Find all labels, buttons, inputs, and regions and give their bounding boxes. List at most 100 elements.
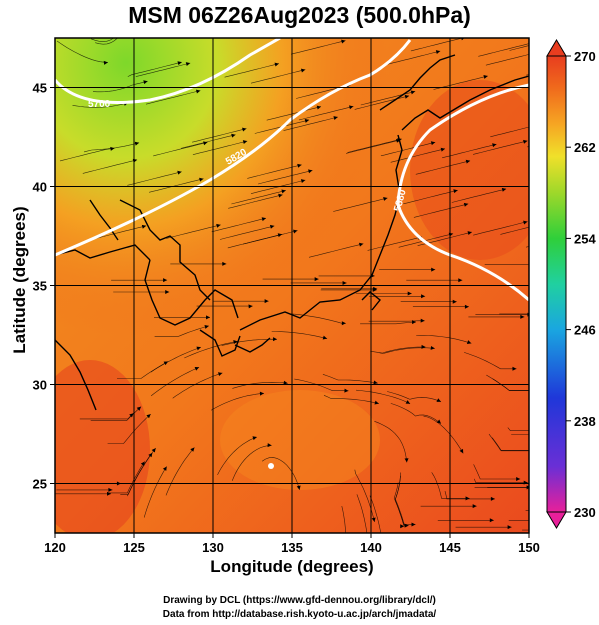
streamline [149,178,204,193]
streamline [370,346,426,354]
streamline [473,221,528,236]
streamline [192,128,247,143]
streamline-arrowhead [341,39,346,44]
streamline [395,475,409,526]
y-tick-label: 35 [33,279,47,294]
streamline [398,233,454,248]
x-tick-label: 135 [281,540,303,555]
low-center-marker [268,463,274,469]
streamline-arrowhead [534,389,538,393]
wind-streamlines [55,38,578,533]
streamline [283,116,338,131]
streamline-arrowhead [430,345,435,350]
streamline [127,171,182,186]
streamline [184,341,238,359]
streamline [442,143,497,159]
streamline-arrowhead [411,522,416,527]
streamline-arrowhead [264,299,269,304]
colorbar-scale [546,55,567,513]
streamline [219,225,275,240]
streamline-arrowhead [435,50,441,55]
streamline-arrowhead [195,89,201,94]
streamline [403,190,458,205]
colorbar-min-triangle [546,511,567,529]
streamline-arrowhead [436,419,441,424]
streamline [95,38,118,45]
streamline-arrowhead [278,193,283,198]
streamline-arrowhead [199,177,204,182]
streamline-arrowhead [467,231,472,236]
streamline [250,69,306,84]
streamline-arrowhead [177,61,182,66]
streamline-arrowhead [129,413,134,418]
colorbar-tick-label: 262 [574,140,596,155]
streamline-arrowhead [248,304,253,309]
streamline [473,140,528,155]
streamline-arrowhead [421,344,426,349]
streamline [354,469,375,522]
colorbar-tick-label: 230 [574,505,596,520]
y-tick-label: 30 [33,378,47,393]
credit-drawing: Drawing by DCL (https://www.gfd-dennou.o… [163,595,436,606]
streamline [379,347,435,354]
streamline [92,80,148,93]
streamline-arrowhead [277,233,283,238]
streamline-arrowhead [410,90,416,95]
streamline-arrowhead [489,518,494,523]
streamline-arrowhead [300,179,306,183]
streamline-arrowhead [536,51,540,55]
streamline [474,478,528,483]
streamline-arrowhead [103,60,108,65]
streamline-arrowhead [464,304,469,309]
streamline-arrowhead [574,528,578,532]
x-tick-label: 150 [518,540,540,555]
streamline-arrowhead [304,118,310,123]
streamline [507,427,529,431]
contour-lines [55,38,529,302]
streamline [154,325,209,337]
streamline [90,38,115,42]
streamline [291,40,346,55]
lat-lon-grid [55,38,529,533]
streamline-arrowhead [490,496,495,501]
streamline-arrowhead [537,263,541,267]
streamline-arrowhead [283,380,288,385]
colorbar-tick-label: 270 [574,49,596,64]
streamline [231,190,286,205]
streamline-arrowhead [143,80,148,85]
streamline [127,447,156,497]
streamline [91,225,147,240]
streamline [491,437,529,452]
streamline-arrowhead [162,466,167,471]
streamline [232,381,288,389]
streamline-arrowhead [267,443,272,448]
streamline-arrowhead [374,400,379,405]
streamline-arrowhead [196,346,201,351]
streamline-arrowhead [203,141,208,146]
colorbar-tick-label: 238 [574,414,596,429]
streamline [83,142,140,153]
streamline-arrowhead [465,496,470,501]
streamline-arrowhead [293,229,298,234]
streamline-arrowhead [404,458,409,463]
streamline-arrowhead [177,170,182,175]
streamline-arrowhead [501,187,507,192]
streamline-arrowhead [440,147,446,152]
streamline-arrowhead [300,68,306,73]
y-tick-label: 25 [33,477,47,492]
streamline [172,372,223,399]
streamline-arrowhead [539,486,543,490]
streamline-arrowhead [217,372,223,377]
contour-label: 5700 [88,99,111,110]
streamline [150,367,200,397]
streamline [380,142,436,157]
streamline-arrowhead [533,448,537,452]
streamline [360,91,416,106]
streamline-arrowhead [333,116,338,120]
streamline-arrowhead [146,414,151,419]
streamline-arrowhead [512,366,517,371]
streamline-arrowhead [259,391,264,396]
colorbar: 270 262 254 246 238 230 [546,39,596,529]
streamline [294,378,349,392]
